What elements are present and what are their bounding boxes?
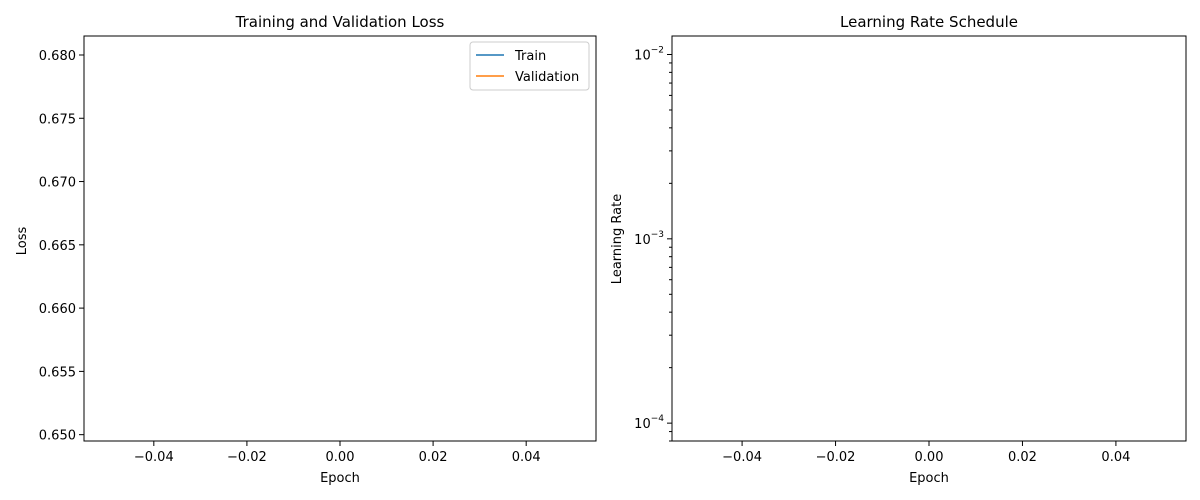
- y-tick-label: 10−4: [634, 414, 664, 432]
- lr-plot-area: [671, 35, 1187, 442]
- legend-label-train: Train: [514, 49, 546, 64]
- y-tick-label: 0.670: [39, 176, 76, 191]
- y-tick-label: 0.660: [39, 302, 76, 317]
- x-tick-label: 0.04: [1101, 450, 1130, 465]
- lr-chart-title: Learning Rate Schedule: [840, 13, 1018, 31]
- lr-x-ticks: −0.04 −0.02 0.00 0.02 0.04: [722, 441, 1130, 465]
- x-tick-label: −0.02: [816, 450, 856, 465]
- x-tick-label: −0.02: [227, 450, 267, 465]
- loss-chart-title: Training and Validation Loss: [235, 13, 445, 31]
- x-tick-label: 0.00: [915, 450, 944, 465]
- loss-plot-area: [83, 35, 597, 442]
- lr-chart: Learning Rate Schedule −0.04 −0.02 0.00 0.0…: [610, 13, 1187, 486]
- lr-y-ticks: 10−4 10−3 10−2: [634, 46, 672, 442]
- x-tick-label: 0.02: [1008, 450, 1037, 465]
- y-tick-label: 0.680: [39, 49, 76, 64]
- legend-frame: [469, 41, 590, 91]
- x-tick-label: 0.02: [419, 450, 448, 465]
- loss-x-axis-label: Epoch: [320, 471, 360, 486]
- lr-y-axis-label: Learning Rate: [610, 194, 625, 284]
- x-tick-label: 0.00: [326, 450, 355, 465]
- x-tick-label: −0.04: [722, 450, 762, 465]
- y-tick-label: 10−2: [634, 46, 664, 64]
- loss-legend: Train Validation: [469, 41, 590, 91]
- loss-x-ticks: −0.04 −0.02 0.00 0.02 0.04: [134, 441, 541, 465]
- y-tick-label: 0.655: [39, 365, 76, 380]
- loss-y-axis-label: Loss: [15, 227, 30, 256]
- x-tick-label: −0.04: [134, 450, 174, 465]
- y-tick-label: 0.665: [39, 239, 76, 254]
- y-tick-label: 10−3: [634, 230, 664, 248]
- lr-x-axis-label: Epoch: [909, 471, 949, 486]
- y-tick-label: 0.675: [39, 112, 76, 127]
- y-tick-label: 0.650: [39, 429, 76, 444]
- loss-chart: Training and Validation Loss −0.04 −0.02 0…: [15, 13, 597, 486]
- loss-y-ticks: 0.650 0.655 0.660 0.665 0.670 0.675 0.680: [39, 49, 84, 444]
- legend-label-validation: Validation: [515, 70, 579, 85]
- x-tick-label: 0.04: [512, 450, 541, 465]
